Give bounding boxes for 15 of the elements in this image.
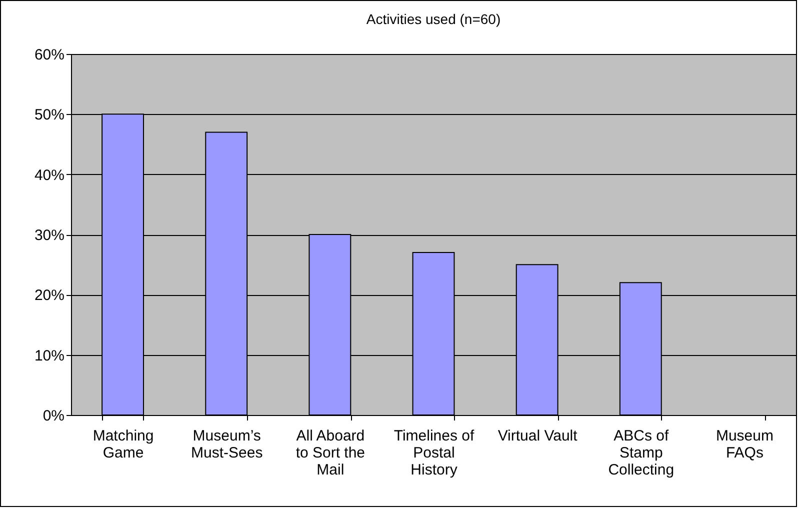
y-tick-label: 20% bbox=[34, 287, 64, 304]
x-tick-label: ABCs of Stamp Collecting bbox=[608, 428, 674, 478]
y-tick-label: 0% bbox=[42, 408, 64, 424]
x-tick-label: All Aboard to Sort the Mail bbox=[296, 428, 366, 478]
chart-title: Activities used (n=60) bbox=[366, 11, 501, 27]
x-tick-label: Virtual Vault bbox=[498, 428, 578, 444]
x-tick-label: Museum’s Must-Sees bbox=[191, 428, 263, 462]
y-tick-label: 50% bbox=[34, 106, 64, 124]
y-tick-label: 30% bbox=[34, 227, 64, 244]
y-tick-label: 60% bbox=[34, 46, 64, 64]
x-tick-label: Matching Game bbox=[92, 428, 154, 462]
x-tick-label: Timelines of Postal History bbox=[394, 428, 475, 478]
y-tick-label: 40% bbox=[34, 166, 64, 184]
x-tick-label: Museum FAQs bbox=[716, 428, 774, 462]
y-tick-label: 10% bbox=[34, 347, 64, 364]
